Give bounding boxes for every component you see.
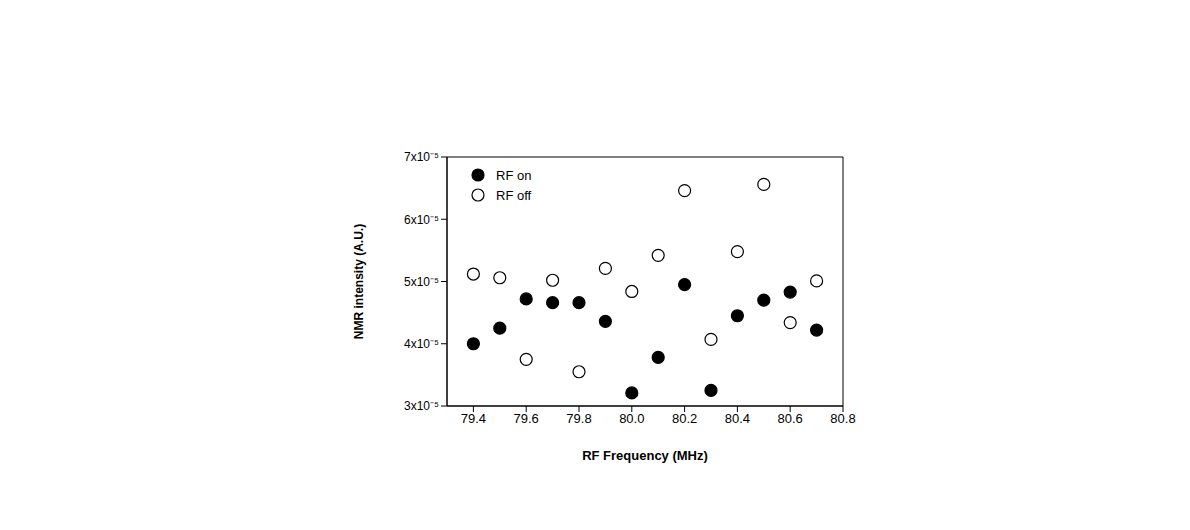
svg-text:79.4: 79.4 (461, 411, 486, 426)
svg-text:NMR intensity (A.U.): NMR intensity (A.U.) (352, 224, 366, 339)
svg-text:80.8: 80.8 (830, 411, 855, 426)
svg-text:4x10⁻⁵: 4x10⁻⁵ (404, 337, 439, 351)
svg-text:3x10⁻⁵: 3x10⁻⁵ (404, 399, 439, 413)
html-text:RF off: RF off (496, 187, 532, 203)
svg-text:80.2: 80.2 (672, 411, 697, 426)
svg-text:79.8: 79.8 (566, 411, 591, 426)
svg-text:7x10⁻⁵: 7x10⁻⁵ (404, 150, 439, 164)
svg-text:5x10⁻⁵: 5x10⁻⁵ (404, 275, 439, 289)
svg-text:6x10⁻⁵: 6x10⁻⁵ (404, 213, 439, 227)
svg-text:80.4: 80.4 (725, 411, 750, 426)
svg-text:80.0: 80.0 (619, 411, 644, 426)
svg-text:80.6: 80.6 (778, 411, 803, 426)
html-text:RF on: RF on (496, 167, 532, 183)
svg-text:79.6: 79.6 (514, 411, 539, 426)
svg-text:RF Frequency (MHz): RF Frequency (MHz) (582, 448, 708, 463)
